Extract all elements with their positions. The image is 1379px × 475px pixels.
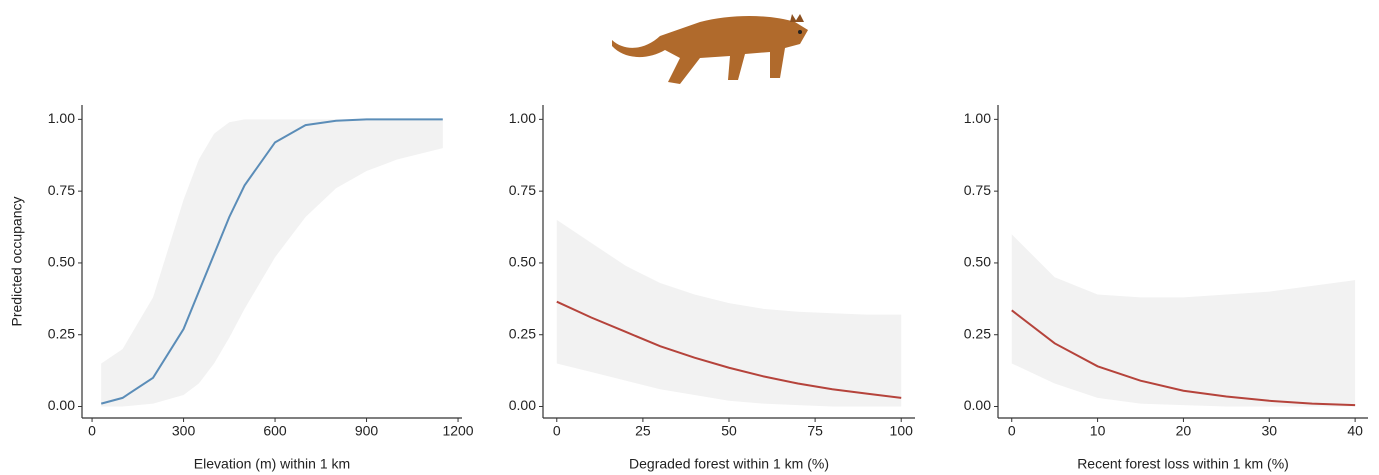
x-axis-label: Recent forest loss within 1 km (%) [1077, 456, 1289, 472]
figure: 0.000.250.500.751.0003006009001200Elevat… [0, 0, 1379, 475]
x-tick-label: 900 [355, 423, 379, 439]
x-tick-label: 300 [172, 423, 196, 439]
x-tick-label: 1200 [442, 423, 473, 439]
x-tick-label: 0 [553, 423, 561, 439]
x-tick-label: 20 [1176, 423, 1192, 439]
y-tick-label: 0.75 [48, 182, 75, 198]
x-axis-label: Degraded forest within 1 km (%) [629, 456, 829, 472]
y-tick-label: 0.00 [48, 397, 75, 413]
y-tick-label: 0.25 [964, 325, 991, 341]
y-tick-label: 0.00 [509, 397, 536, 413]
y-tick-label: 0.50 [509, 254, 536, 270]
cat-illustration [612, 14, 808, 84]
x-tick-label: 10 [1090, 423, 1106, 439]
x-tick-label: 0 [1008, 423, 1016, 439]
x-tick-label: 75 [807, 423, 823, 439]
x-tick-label: 25 [635, 423, 651, 439]
x-tick-label: 30 [1261, 423, 1277, 439]
x-tick-label: 0 [88, 423, 96, 439]
x-tick-label: 50 [721, 423, 737, 439]
x-axis-label: Elevation (m) within 1 km [194, 456, 350, 472]
confidence-band [557, 220, 901, 407]
y-tick-label: 0.50 [964, 254, 991, 270]
x-tick-label: 40 [1347, 423, 1363, 439]
y-tick-label: 0.75 [964, 182, 991, 198]
y-tick-label: 0.75 [509, 182, 536, 198]
y-tick-label: 1.00 [48, 110, 75, 126]
y-tick-label: 0.50 [48, 254, 75, 270]
confidence-band [101, 119, 443, 406]
confidence-band [1012, 234, 1355, 406]
x-tick-label: 600 [263, 423, 287, 439]
y-tick-label: 0.25 [48, 325, 75, 341]
y-tick-label: 1.00 [964, 110, 991, 126]
y-tick-label: 0.00 [964, 397, 991, 413]
y-axis-label: Predicted occupancy [9, 197, 25, 327]
y-tick-label: 0.25 [509, 325, 536, 341]
y-tick-label: 1.00 [509, 110, 536, 126]
x-tick-label: 100 [890, 423, 914, 439]
